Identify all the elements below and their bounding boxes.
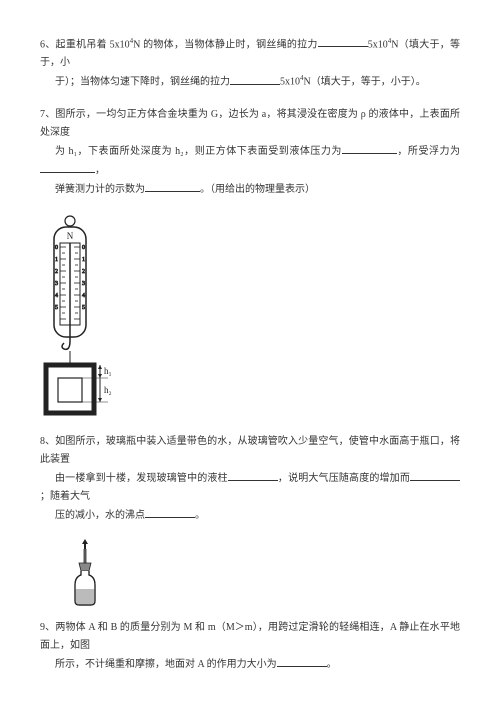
q7-num: 7、 [40, 109, 55, 120]
q8-l2c: ；随着大气 [40, 491, 90, 502]
q6-p2: N 的物体，当物体静止时，钢丝绳的拉力 [133, 39, 318, 50]
q7-l2: 为 h₁，下表面所处深度为 h₂，则正方体下表面受到液体压力为 [55, 146, 342, 157]
q9-l2a: 所示，不计绳重和摩擦，地面对 A 的作用力大小为 [55, 659, 277, 670]
q6-l2b: 5x10 [280, 77, 300, 88]
svg-text:1: 1 [82, 257, 85, 263]
figure-q8 [65, 539, 460, 609]
h1-label: h₁ [104, 366, 112, 376]
q9-text: 9、两物体 A 和 B 的质量分别为 M 和 m（M＞m），用跨过定滑轮的轻绳相… [40, 619, 460, 655]
q9-num: 9、 [40, 622, 55, 633]
q9-l2b: 。 [327, 659, 337, 670]
svg-text:1: 1 [55, 257, 58, 263]
q8-text: 8、如图所示，玻璃瓶中装入适量带色的水，从玻璃管吹入少量空气，使管中水面高于瓶口… [40, 433, 460, 469]
q6-text: 6、起重机吊着 5x104N 的物体，当物体静止时，钢丝绳的拉力5x104N（填… [40, 35, 460, 72]
svg-text:4: 4 [55, 293, 58, 299]
q6-num: 6、 [40, 39, 56, 50]
q7-l3b: 。（用给出的物理量表示） [200, 184, 315, 195]
q8-l3b: 。 [195, 510, 205, 521]
q7-p1: 图所示，一均匀正方体合金块重为 G，边长为 a，将其浸没在密度为 ρ 的液体中，… [40, 109, 460, 138]
q8-blank3 [145, 506, 195, 518]
q6-blank2 [230, 73, 280, 85]
question-9: 9、两物体 A 和 B 的质量分别为 M 和 m（M＞m），用跨过定滑轮的轻绳相… [40, 619, 460, 674]
q7-text: 7、图所示，一均匀正方体合金块重为 G，边长为 a，将其浸没在密度为 ρ 的液体… [40, 106, 460, 142]
q6-line2: 于）；当物体匀速下降时，钢丝绳的拉力5x104N（填大于，等于，小于）。 [40, 72, 460, 91]
svg-text:3: 3 [82, 281, 85, 287]
question-7: 7、图所示，一均匀正方体合金块重为 G，边长为 a，将其浸没在密度为 ρ 的液体… [40, 106, 460, 199]
q8-line3: 压的减小，水的沸点 。 [40, 506, 460, 525]
svg-text:2: 2 [82, 269, 85, 275]
q7-l2c: ， [95, 165, 105, 176]
q6-blank1 [318, 35, 368, 47]
q8-line2: 由一楼拿到十楼，发现玻璃管中的液柱 ，说明大气压随高度的增加而 ；随着大气 [40, 469, 460, 506]
q8-l2b: ，说明大气压随高度的增加而 [278, 473, 410, 484]
q8-blank1 [228, 469, 278, 481]
q6-p3: 5x10 [368, 39, 388, 50]
q8-l2a: 由一楼拿到十楼，发现玻璃管中的液柱 [55, 473, 228, 484]
q7-line3: 弹簧测力计的示数为 。（用给出的物理量表示） [40, 180, 460, 199]
q7-blank1 [342, 142, 397, 154]
q6-p1: 起重机吊着 5x10 [56, 39, 130, 50]
q6-l2a: 于）；当物体匀速下降时，钢丝绳的拉力 [55, 77, 230, 88]
q7-line2: 为 h₁，下表面所处深度为 h₂，则正方体下表面受到液体压力为 ，所受浮力为 ， [40, 142, 460, 180]
svg-text:3: 3 [55, 281, 58, 287]
q8-num: 8、 [40, 436, 55, 447]
q9-blank1 [277, 655, 327, 667]
scale-n-label: N [67, 231, 74, 241]
question-8: 8、如图所示，玻璃瓶中装入适量带色的水，从玻璃管吹入少量空气，使管中水面高于瓶口… [40, 433, 460, 525]
q6-l2c: N（填大于，等于，小于）。 [304, 77, 426, 88]
figure-q7: N 0 0 1 1 2 2 3 3 4 4 5 5 h₁ h₂ [40, 213, 460, 423]
q8-l3a: 压的减小，水的沸点 [55, 510, 145, 521]
bottle-diagram [65, 539, 105, 609]
svg-text:0: 0 [55, 245, 58, 251]
q8-blank2 [410, 469, 460, 481]
q7-l3: 弹簧测力计的示数为 [55, 184, 145, 195]
svg-text:0: 0 [82, 245, 85, 251]
svg-text:5: 5 [82, 305, 85, 311]
q7-blank2 [40, 161, 95, 173]
q7-l2b: ，所受浮力为 [397, 146, 460, 157]
svg-text:2: 2 [55, 269, 58, 275]
svg-text:4: 4 [82, 293, 85, 299]
q7-blank3 [145, 180, 200, 192]
q9-line2: 所示，不计绳重和摩擦，地面对 A 的作用力大小为 。 [40, 655, 460, 674]
svg-text:5: 5 [55, 305, 58, 311]
question-6: 6、起重机吊着 5x104N 的物体，当物体静止时，钢丝绳的拉力5x104N（填… [40, 35, 460, 92]
q9-p1: 两物体 A 和 B 的质量分别为 M 和 m（M＞m），用跨过定滑轮的轻绳相连，… [40, 622, 460, 651]
q8-p1: 如图所示，玻璃瓶中装入适量带色的水，从玻璃管吹入少量空气，使管中水面高于瓶口，将… [40, 436, 460, 465]
spring-scale-diagram: N 0 0 1 1 2 2 3 3 4 4 5 5 h₁ h₂ [40, 213, 160, 423]
h2-label: h₂ [104, 385, 112, 395]
